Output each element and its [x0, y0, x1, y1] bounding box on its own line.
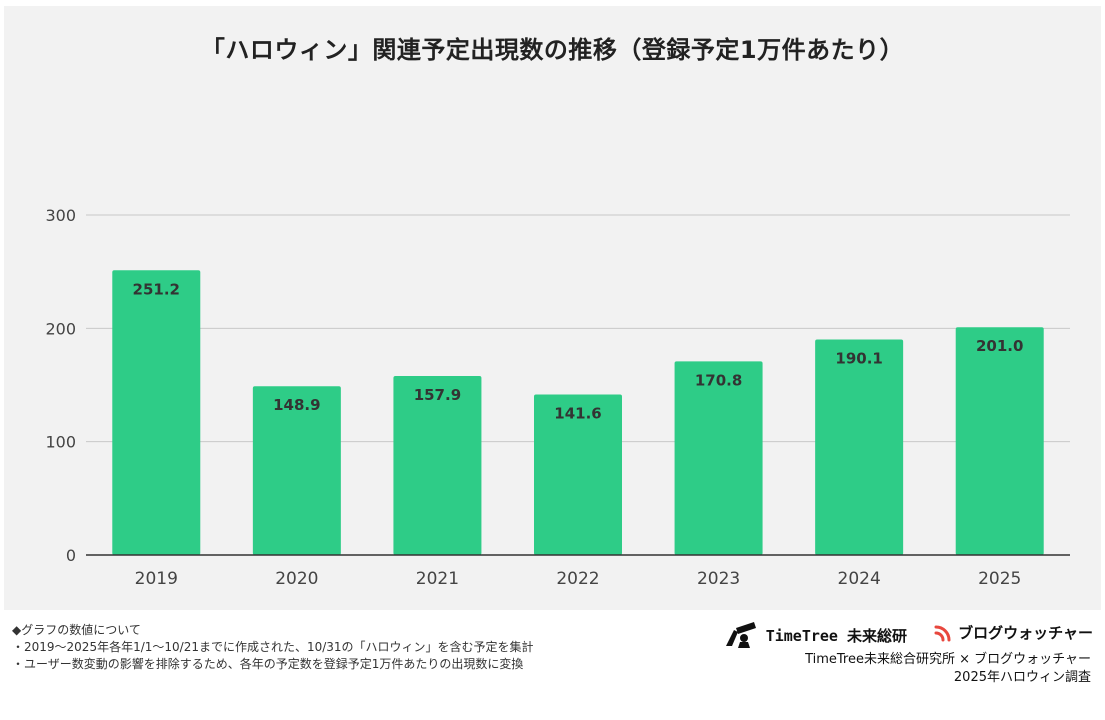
telescope-figure-icon	[725, 622, 756, 648]
brand-logos: TimeTree 未来総研 ブログウォッチャー	[693, 622, 1093, 652]
y-tick-label: 200	[45, 319, 76, 338]
bar-chart: 0 100 200 300 251.2 2019 148.9 2020 157.9 2021 141…	[45, 206, 1070, 589]
notes-heading: ◆グラフの数値について	[12, 623, 141, 637]
bar	[112, 270, 201, 555]
credit-line-2: 2025年ハロウィン調査	[953, 670, 1091, 685]
x-tick-label: 2024	[838, 569, 881, 589]
notes-line-2: ・ユーザー数変動の影響を排除するため、各年の予定数を登録予定1万件あたりの出現数…	[12, 657, 524, 671]
bar-value-label: 141.6	[554, 405, 601, 423]
bar	[815, 339, 904, 555]
chart-title: 「ハロウィン」関連予定出現数の推移（登録予定1万件あたり）	[200, 36, 905, 64]
notes-line-1: ・2019～2025年各年1/1～10/21までに作成された、10/31の「ハロ…	[12, 640, 534, 654]
credit: TimeTree未来総合研究所 × ブログウォッチャー 2025年ハロウィン調査	[805, 651, 1091, 687]
x-tick-label: 2025	[978, 569, 1021, 589]
y-tick-label: 0	[66, 546, 76, 565]
timetree-logo-text: TimeTree 未来総研	[765, 626, 907, 645]
signal-arcs-icon	[934, 625, 951, 641]
chart-notes: ◆グラフの数値について ・2019～2025年各年1/1～10/21までに作成さ…	[12, 622, 534, 673]
credit-line-1: TimeTree未来総合研究所 × ブログウォッチャー	[805, 652, 1091, 667]
bar	[534, 394, 622, 555]
bar	[252, 386, 341, 555]
bar-value-label: 148.9	[273, 396, 320, 414]
bar	[955, 327, 1044, 555]
x-tick-label: 2019	[135, 569, 178, 589]
bar-value-label: 190.1	[835, 350, 882, 368]
x-tick-label: 2021	[416, 569, 459, 589]
blogwatcher-logo: ブログウォッチャー	[933, 622, 1093, 643]
bar-value-label: 251.2	[133, 280, 180, 298]
bar	[393, 376, 482, 555]
y-tick-label: 100	[45, 433, 76, 452]
x-tick-label: 2022	[556, 569, 599, 589]
x-tick-label: 2023	[697, 569, 740, 589]
y-tick-label: 300	[45, 206, 76, 225]
bar-value-label: 170.8	[695, 371, 742, 389]
x-tick-label: 2020	[275, 569, 318, 589]
bar	[674, 361, 763, 555]
blogwatcher-logo-text: ブログウォッチャー	[958, 624, 1093, 642]
bar-value-label: 201.0	[976, 337, 1023, 355]
bar-value-label: 157.9	[414, 386, 461, 404]
timetree-logo: TimeTree 未来総研	[724, 622, 907, 648]
